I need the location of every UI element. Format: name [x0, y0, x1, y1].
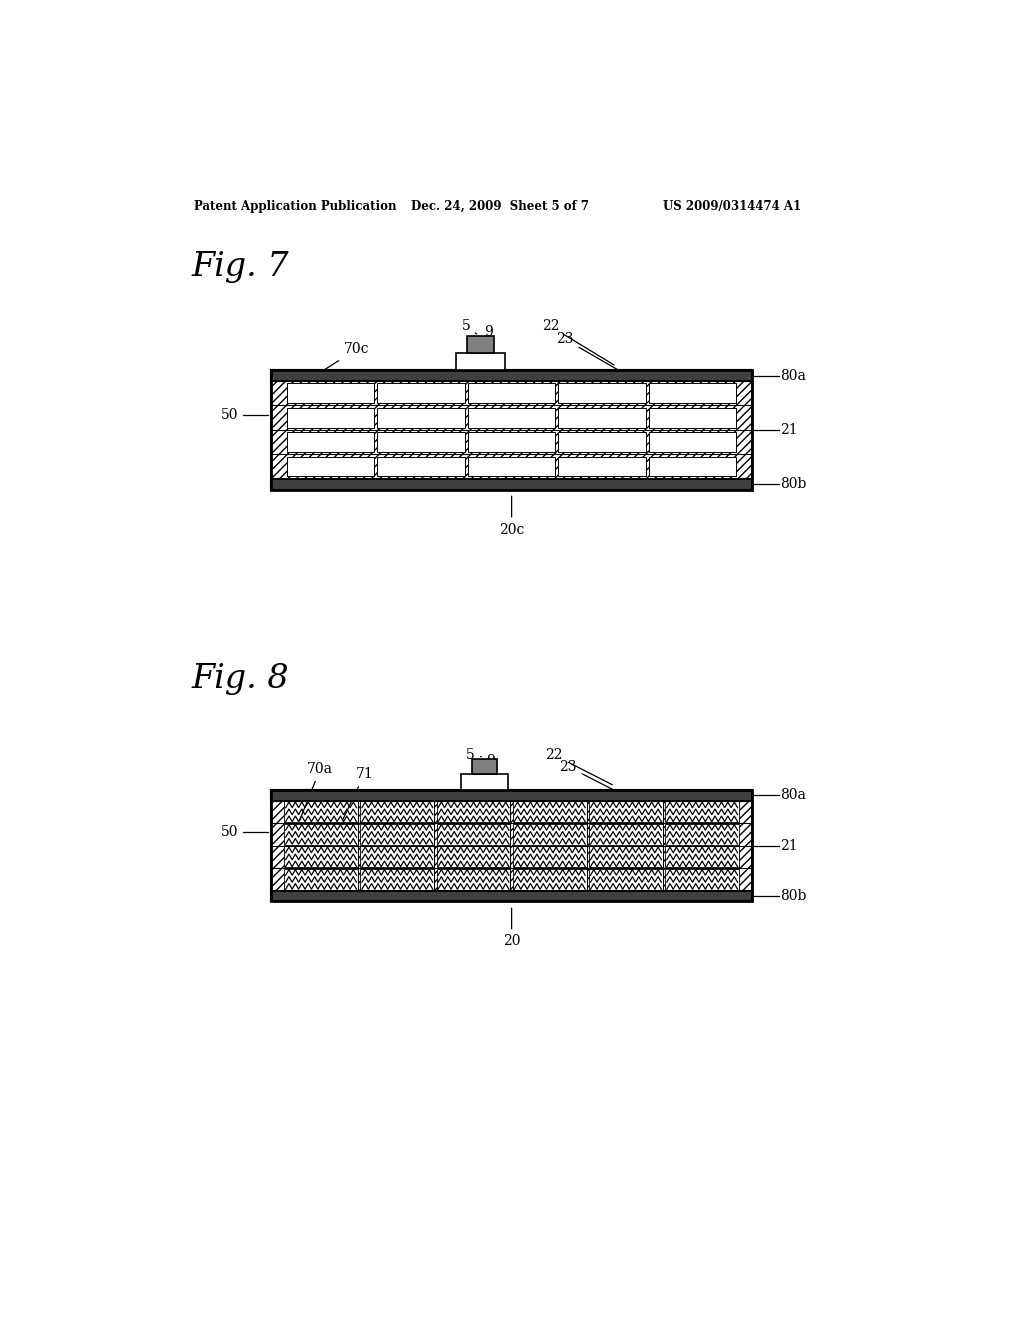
Text: 80a: 80a	[780, 788, 807, 803]
Bar	[468, 457, 555, 477]
Bar	[513, 801, 587, 822]
Bar	[436, 846, 510, 867]
Text: 71: 71	[342, 767, 374, 821]
Bar	[472, 759, 497, 775]
Bar	[666, 824, 739, 845]
Text: 70a: 70a	[300, 762, 333, 821]
Text: 20: 20	[503, 908, 520, 949]
Text: 21: 21	[780, 422, 798, 437]
Bar	[436, 869, 510, 890]
Bar	[558, 432, 646, 451]
Bar	[513, 824, 587, 845]
Bar	[378, 383, 465, 403]
Bar	[666, 801, 739, 822]
Bar	[558, 383, 646, 403]
Bar	[513, 846, 587, 867]
Bar	[271, 370, 752, 490]
Text: 50: 50	[221, 825, 239, 840]
Bar	[360, 846, 434, 867]
Bar	[467, 337, 494, 354]
Bar	[589, 801, 663, 822]
Bar	[468, 432, 555, 451]
Text: US 2009/0314474 A1: US 2009/0314474 A1	[663, 199, 801, 213]
Text: 5: 5	[462, 319, 477, 334]
Text: 21: 21	[780, 838, 798, 853]
Bar	[285, 801, 358, 822]
Bar	[589, 846, 663, 867]
Text: Dec. 24, 2009  Sheet 5 of 7: Dec. 24, 2009 Sheet 5 of 7	[411, 199, 589, 213]
Text: 20c: 20c	[499, 496, 524, 536]
Text: Patent Application Publication: Patent Application Publication	[194, 199, 396, 213]
Bar	[287, 383, 375, 403]
Bar	[436, 824, 510, 845]
Text: 22: 22	[542, 319, 613, 364]
Bar	[271, 789, 752, 902]
Bar	[378, 457, 465, 477]
Text: 9: 9	[484, 326, 496, 359]
Bar	[666, 869, 739, 890]
Bar	[456, 354, 506, 370]
Text: 50: 50	[221, 408, 239, 422]
Text: 22: 22	[546, 748, 612, 784]
Bar	[287, 408, 375, 428]
Bar	[360, 824, 434, 845]
Text: 80b: 80b	[780, 477, 807, 491]
Bar	[558, 457, 646, 477]
Bar	[666, 846, 739, 867]
Bar	[285, 869, 358, 890]
Bar	[287, 432, 375, 451]
Bar	[589, 824, 663, 845]
Bar	[468, 408, 555, 428]
Text: 5: 5	[466, 748, 481, 762]
Bar	[285, 824, 358, 845]
Bar	[271, 891, 752, 902]
Bar	[271, 370, 752, 490]
Text: 70c: 70c	[316, 342, 370, 375]
Bar	[436, 801, 510, 822]
Bar	[558, 408, 646, 428]
Text: 23: 23	[559, 760, 622, 793]
Bar	[468, 383, 555, 403]
Bar	[513, 869, 587, 890]
Bar	[271, 789, 752, 902]
Text: 23: 23	[556, 333, 626, 374]
Bar	[649, 457, 736, 477]
Bar	[360, 801, 434, 822]
Bar	[285, 846, 358, 867]
Bar	[271, 370, 752, 381]
Bar	[461, 775, 508, 789]
Bar	[649, 408, 736, 428]
Bar	[649, 432, 736, 451]
Text: Fig. 8: Fig. 8	[191, 663, 289, 694]
Bar	[649, 383, 736, 403]
Bar	[589, 869, 663, 890]
Bar	[287, 457, 375, 477]
Text: 9: 9	[486, 754, 498, 780]
Bar	[378, 408, 465, 428]
Bar	[271, 789, 752, 800]
Text: 80b: 80b	[780, 890, 807, 903]
Bar	[271, 479, 752, 490]
Text: Fig. 7: Fig. 7	[191, 251, 289, 282]
Bar	[378, 432, 465, 451]
Bar	[360, 869, 434, 890]
Text: 80a: 80a	[780, 368, 807, 383]
